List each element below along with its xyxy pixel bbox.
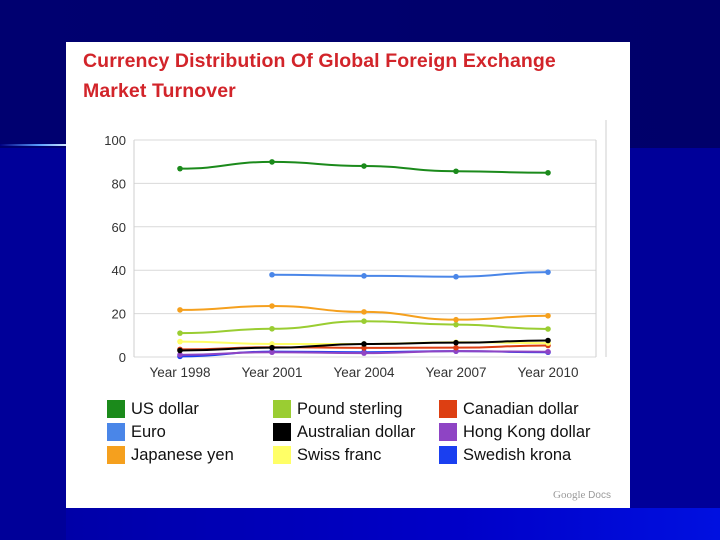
legend-item: Pound sterling bbox=[273, 398, 403, 420]
data-point bbox=[545, 169, 551, 176]
x-tick-label: Year 2007 bbox=[425, 365, 486, 380]
data-point bbox=[453, 344, 459, 351]
data-point bbox=[545, 348, 551, 355]
legend-swatch bbox=[439, 400, 457, 418]
data-point bbox=[177, 165, 183, 172]
legend-swatch bbox=[273, 446, 291, 464]
y-tick-label: 80 bbox=[112, 176, 126, 191]
data-point bbox=[545, 337, 551, 344]
data-point bbox=[361, 345, 367, 351]
legend-label: Hong Kong dollar bbox=[463, 422, 591, 441]
legend-item: Canadian dollar bbox=[439, 398, 579, 420]
legend-label: Japanese yen bbox=[131, 445, 234, 464]
legend-item: Swiss franc bbox=[273, 444, 381, 466]
legend-label: Euro bbox=[131, 422, 166, 441]
data-point bbox=[361, 350, 367, 356]
legend-label: Swedish krona bbox=[463, 445, 572, 464]
chart-title: Currency Distribution Of Global Foreign … bbox=[83, 50, 556, 102]
legend-label: US dollar bbox=[131, 399, 199, 418]
data-point bbox=[545, 326, 551, 332]
slide-accent-line bbox=[0, 144, 66, 146]
legend-item: Swedish krona bbox=[439, 444, 571, 466]
watermark-brand: Google bbox=[553, 489, 586, 501]
data-point bbox=[453, 316, 459, 323]
legend-swatch bbox=[107, 400, 125, 418]
legend-label: Australian dollar bbox=[297, 422, 416, 441]
google-docs-watermark: Google Docs bbox=[553, 489, 611, 501]
legend-swatch bbox=[439, 423, 457, 441]
data-point bbox=[177, 338, 183, 345]
legend-label: Canadian dollar bbox=[463, 399, 579, 418]
data-point bbox=[453, 339, 459, 346]
data-point bbox=[177, 307, 183, 313]
series-line bbox=[271, 271, 549, 278]
watermark-product: Docs bbox=[588, 490, 611, 501]
legend-item: Japanese yen bbox=[107, 444, 234, 466]
legend-item: US dollar bbox=[107, 398, 199, 420]
legend-swatch bbox=[439, 446, 457, 464]
y-tick-label: 0 bbox=[119, 350, 126, 365]
data-point bbox=[177, 347, 183, 354]
data-point bbox=[361, 341, 367, 347]
legend-item: Euro bbox=[107, 421, 166, 443]
x-tick-label: Year 2010 bbox=[517, 365, 578, 380]
legend-swatch bbox=[273, 423, 291, 441]
data-point bbox=[269, 349, 275, 356]
legend-label: Pound sterling bbox=[297, 399, 403, 418]
data-point bbox=[545, 312, 551, 319]
legend-swatch bbox=[107, 423, 125, 441]
data-point bbox=[453, 321, 459, 328]
legend-item: Hong Kong dollar bbox=[439, 421, 591, 443]
y-tick-label: 60 bbox=[112, 220, 126, 235]
data-point bbox=[177, 352, 183, 358]
data-point bbox=[545, 269, 551, 275]
x-tick-label: Year 2004 bbox=[333, 365, 395, 380]
data-point bbox=[361, 309, 367, 315]
y-tick-label: 40 bbox=[112, 263, 126, 278]
y-tick-label: 100 bbox=[104, 133, 126, 148]
data-point bbox=[361, 163, 367, 169]
data-point bbox=[269, 271, 275, 278]
x-tick-label: Year 1998 bbox=[149, 365, 210, 380]
data-point bbox=[453, 168, 459, 175]
data-point bbox=[269, 159, 275, 165]
y-tick-label: 20 bbox=[112, 307, 126, 322]
data-point bbox=[269, 303, 275, 309]
legend-label: Swiss franc bbox=[297, 445, 382, 464]
legend-swatch bbox=[107, 446, 125, 464]
data-point bbox=[269, 344, 275, 351]
legend-item: Australian dollar bbox=[273, 421, 415, 443]
data-point bbox=[361, 273, 367, 279]
line-chart: 100 80 60 40 20 0 Year 1998 Year 2001 Year 2004 Y… bbox=[104, 120, 607, 380]
slide-background-strip bbox=[66, 508, 720, 540]
data-point bbox=[269, 325, 275, 332]
x-tick-label: Year 2001 bbox=[241, 365, 302, 380]
chart-panel: Currency Distribution Of Global Foreign … bbox=[66, 42, 630, 508]
data-point bbox=[177, 330, 183, 336]
data-point bbox=[361, 318, 367, 324]
legend-swatch bbox=[273, 400, 291, 418]
data-point bbox=[453, 273, 459, 280]
